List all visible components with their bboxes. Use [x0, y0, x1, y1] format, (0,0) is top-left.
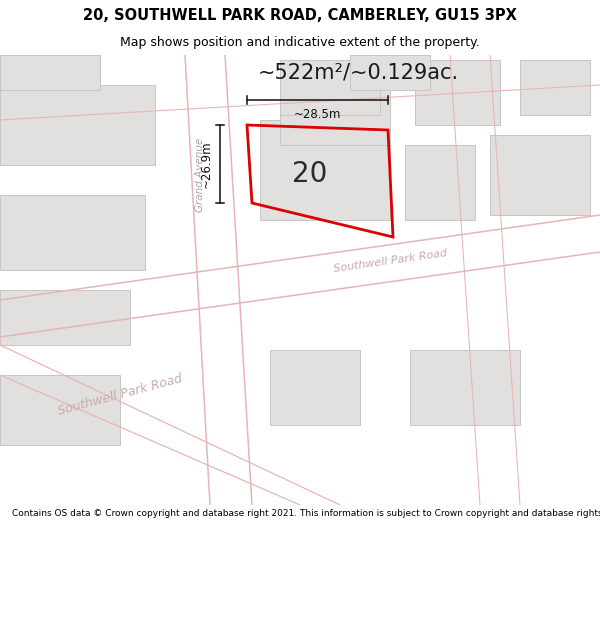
Polygon shape: [490, 135, 590, 215]
Polygon shape: [405, 145, 475, 220]
Text: Contains OS data © Crown copyright and database right 2021. This information is : Contains OS data © Crown copyright and d…: [12, 509, 600, 518]
Text: Southwell Park Road: Southwell Park Road: [56, 372, 184, 418]
Polygon shape: [520, 60, 590, 115]
Polygon shape: [280, 85, 390, 145]
Text: ~26.9m: ~26.9m: [199, 140, 212, 188]
Text: Grand Avenue: Grand Avenue: [195, 138, 205, 212]
Text: ~522m²/~0.129ac.: ~522m²/~0.129ac.: [258, 63, 459, 83]
Polygon shape: [0, 195, 145, 270]
Text: ~28.5m: ~28.5m: [294, 107, 341, 121]
Polygon shape: [410, 350, 520, 425]
Polygon shape: [260, 120, 390, 220]
Polygon shape: [350, 55, 430, 90]
Polygon shape: [280, 60, 380, 115]
Polygon shape: [0, 375, 120, 445]
Text: Southwell Park Road: Southwell Park Road: [332, 248, 448, 274]
Text: 20, SOUTHWELL PARK ROAD, CAMBERLEY, GU15 3PX: 20, SOUTHWELL PARK ROAD, CAMBERLEY, GU15…: [83, 8, 517, 23]
Polygon shape: [0, 55, 100, 90]
Polygon shape: [0, 290, 130, 345]
Text: 20: 20: [292, 160, 328, 188]
Polygon shape: [270, 350, 360, 425]
Polygon shape: [0, 85, 155, 165]
Text: Map shows position and indicative extent of the property.: Map shows position and indicative extent…: [120, 36, 480, 49]
Polygon shape: [415, 60, 500, 125]
